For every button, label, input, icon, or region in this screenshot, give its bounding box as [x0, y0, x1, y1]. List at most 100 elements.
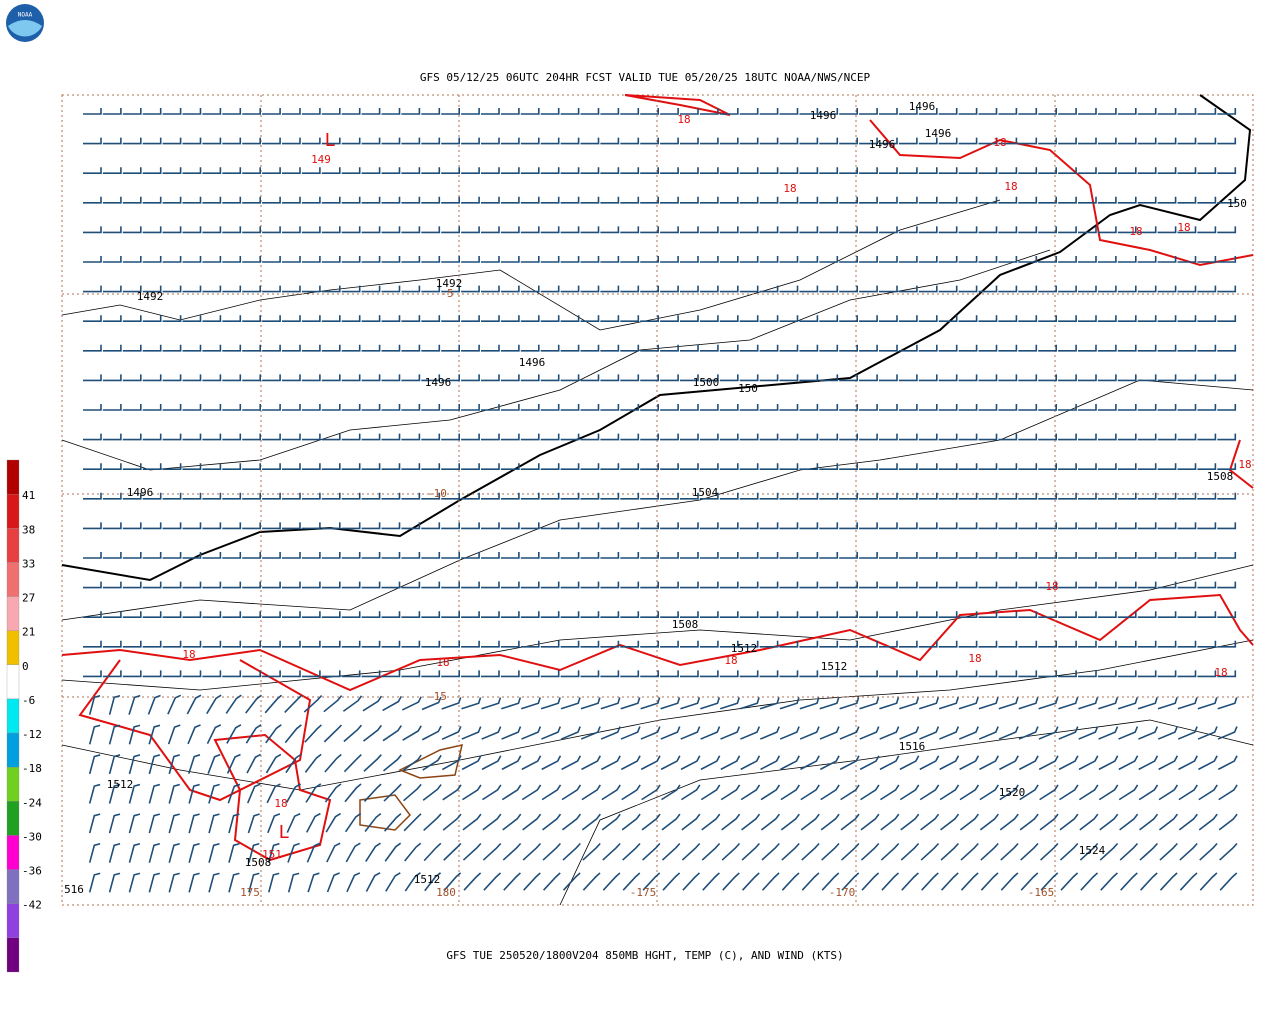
wind-barb: [620, 755, 641, 771]
wind-barb: [859, 226, 878, 234]
wind-barb: [326, 872, 340, 893]
wind-barb: [1018, 670, 1038, 678]
wind-barb: [1059, 813, 1079, 831]
wind-barb: [959, 755, 980, 771]
wind-barb: [620, 256, 640, 263]
wind-barb: [699, 137, 719, 145]
wind-barb: [1137, 463, 1157, 470]
wind-barb: [102, 256, 122, 263]
wind-barb: [1119, 842, 1139, 861]
wind-barb: [461, 433, 480, 441]
wind-barb: [242, 433, 261, 441]
wind-barb: [282, 640, 301, 648]
wind-barb: [206, 694, 222, 715]
wind-barb: [998, 404, 1018, 411]
wind-barb: [1199, 872, 1218, 891]
wind-barb: [1098, 784, 1119, 801]
wind-barb: [321, 611, 341, 618]
wind-barb: [1097, 670, 1117, 678]
wind-barb: [520, 492, 540, 500]
wind-barb: [918, 433, 938, 441]
wind-barb: [839, 640, 858, 648]
wind-barb: [1197, 285, 1217, 293]
wind-barb: [304, 753, 322, 773]
wind-barb: [560, 670, 580, 678]
wind-barb: [620, 315, 640, 322]
wind-barb: [421, 344, 441, 352]
wind-barb: [780, 813, 800, 831]
wind-barb: [321, 196, 341, 204]
wind-barb: [1159, 842, 1178, 861]
wind-barb: [640, 726, 661, 740]
wind-barb: [759, 522, 779, 530]
wind-barb: [1097, 196, 1117, 204]
wind-barb: [341, 670, 361, 678]
wind-barb: [1097, 581, 1117, 589]
wind-barb: [142, 640, 162, 648]
wind-barb: [441, 552, 460, 559]
wind-barb: [1078, 697, 1099, 710]
wind-barb: [1157, 196, 1177, 204]
wind-barb: [661, 813, 681, 831]
wind-barb: [162, 256, 182, 263]
wind-barb: [1177, 137, 1197, 145]
wind-barb: [1078, 108, 1097, 115]
temperature-label: 18: [1238, 458, 1251, 471]
wind-barb: [640, 463, 659, 470]
wind-barb: [242, 492, 261, 500]
wind-barb: [660, 196, 679, 204]
wind-barb: [978, 404, 998, 411]
wind-barb: [401, 285, 421, 293]
wind-barb: [242, 196, 261, 204]
wind-barb: [401, 640, 421, 648]
wind-barb: [128, 813, 141, 834]
wind-barb: [402, 725, 422, 741]
wind-barb: [859, 344, 878, 352]
wind-barb: [1018, 433, 1038, 441]
wind-barb: [839, 697, 860, 710]
height-contour: [61, 639, 1254, 791]
wind-barb: [481, 755, 502, 771]
wind-barb: [1199, 842, 1218, 861]
wind-barb: [88, 783, 101, 804]
wind-barb: [742, 872, 760, 891]
wind-barb: [680, 463, 699, 470]
wind-barb: [501, 755, 522, 771]
wind-barb: [122, 226, 142, 234]
wind-barb: [819, 108, 839, 115]
wind-barb: [540, 374, 560, 382]
wind-barb: [781, 842, 800, 861]
wind-barb: [462, 842, 482, 861]
wind-barb: [1137, 611, 1157, 618]
wind-barb: [1058, 285, 1077, 293]
wind-barb: [799, 374, 819, 382]
wind-barb: [1217, 344, 1237, 352]
wind-barb: [719, 226, 739, 234]
wind-barb: [1097, 611, 1117, 618]
wind-barb: [128, 724, 141, 745]
wind-barb: [1137, 492, 1157, 500]
wind-barb: [1038, 374, 1057, 382]
wind-barb: [978, 670, 998, 678]
wind-barb: [83, 344, 102, 352]
wind-barb: [202, 315, 222, 322]
wind-barb: [1018, 256, 1038, 263]
wind-barb: [640, 755, 661, 771]
wind-barb: [660, 344, 679, 352]
wind-barb: [799, 256, 819, 263]
wind-barb: [779, 404, 799, 411]
wind-barb: [1078, 374, 1097, 382]
wind-barb: [401, 404, 421, 411]
wind-barb: [162, 433, 182, 441]
wind-barb: [202, 522, 222, 530]
wind-barb: [660, 108, 679, 115]
wind-barb: [522, 842, 542, 861]
wind-barb: [1197, 108, 1217, 115]
wind-barb: [1178, 784, 1198, 801]
wind-barb: [879, 492, 898, 500]
wind-barb: [1018, 697, 1039, 710]
wind-barb: [879, 611, 898, 618]
colorbar-swatch: [6, 664, 20, 700]
colorbar-swatch: [6, 698, 20, 734]
wind-barb: [779, 137, 799, 145]
